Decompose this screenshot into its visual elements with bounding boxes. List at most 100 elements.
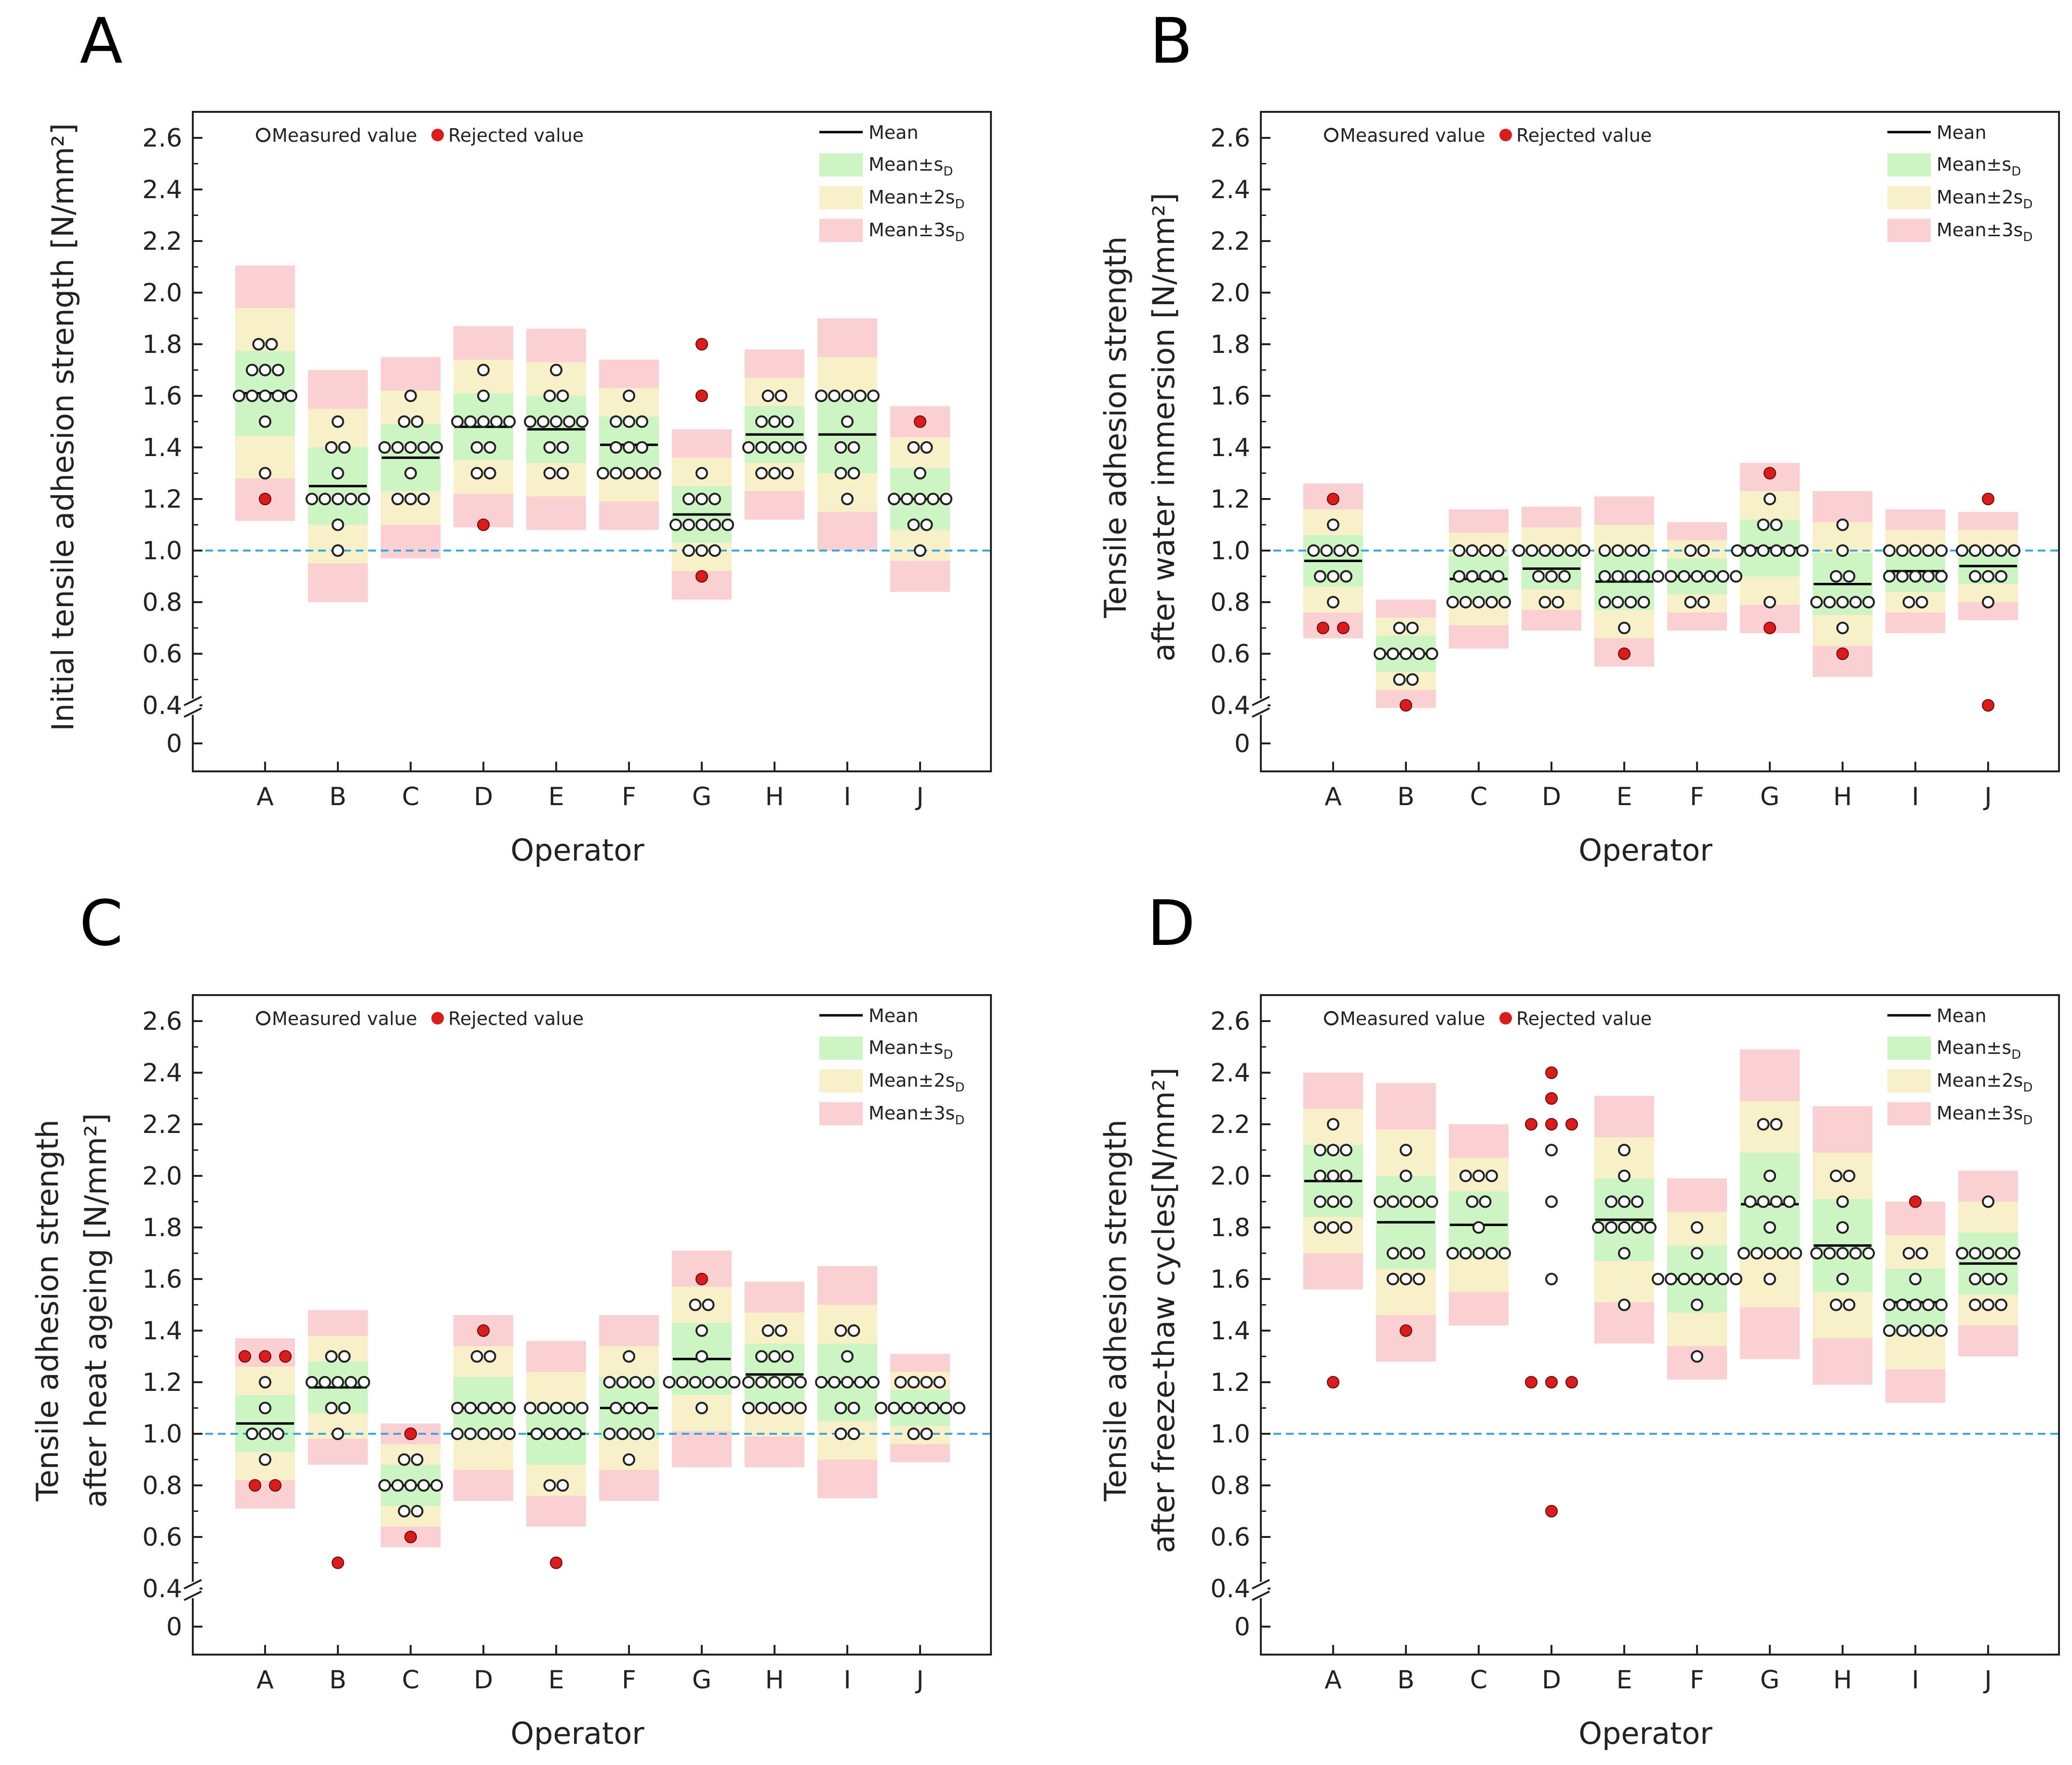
measured-point [576,415,588,428]
measured-point [1836,518,1849,531]
measured-point [1577,544,1591,557]
measured-point [669,518,682,531]
x-tick-label: H [1833,782,1852,811]
measured-point [1637,544,1650,557]
y-axis-title-line: Tensile adhesion strength [1098,236,1133,619]
measured-point [1843,570,1856,583]
measured-point [1922,570,1935,583]
measured-point [689,1298,702,1311]
points-D [451,1324,516,1440]
measured-point [610,467,622,480]
measured-point [1836,1221,1849,1234]
measured-point [663,1376,676,1388]
measured-point [1413,1273,1425,1285]
y-tick-label: 2.2 [142,1110,182,1139]
legend-measured-label: Measured value [1340,125,1485,146]
measured-point [1624,544,1637,557]
measured-point [1512,544,1525,557]
measured-point [2008,544,2020,557]
rejected-point [695,338,708,350]
legend-measured-label: Measured value [272,125,417,146]
measured-point [1969,1298,1981,1311]
measured-point [1704,1273,1716,1285]
measured-point [1982,544,1994,557]
points-B [306,1350,370,1569]
points-F [1652,544,1742,608]
legend-band2-swatch [1887,186,1931,209]
measured-point [1823,1247,1836,1260]
measured-point [285,390,297,402]
plot-frame [192,994,992,1656]
measured-point [768,1401,781,1415]
y-tick-label: 1.2 [1210,1368,1250,1397]
measured-point [1823,596,1836,608]
points-G [1731,467,1809,634]
measured-point [1374,1195,1386,1208]
measured-point [920,1376,933,1388]
x-tick-label: I [843,782,851,811]
measured-point [920,1428,933,1440]
y-tick-label: 0.8 [1210,1471,1250,1500]
measured-point [470,1350,483,1363]
measured-point [332,467,344,480]
measured-point [1400,1273,1412,1285]
legend-band2-swatch [819,186,863,209]
measured-point [259,467,271,480]
measured-point [1883,1298,1896,1311]
measured-point [1995,1273,2007,1285]
measured-point [1492,570,1505,583]
x-tick-label: F [1690,1666,1704,1695]
measured-point [1896,544,1909,557]
measured-point [1387,1273,1399,1285]
rejected-point [477,518,490,531]
measured-point [1498,1247,1511,1260]
measured-point [451,1428,464,1440]
x-tick-label: G [1760,782,1779,811]
measured-point [1611,544,1624,557]
measured-point [847,1324,860,1337]
measured-point [543,1479,556,1492]
points-G [1738,1118,1802,1285]
y-tick-label-zero: 0 [1234,729,1250,758]
measured-point [834,441,847,454]
measured-point [1810,596,1823,608]
measured-point [610,1401,622,1415]
measured-point [676,1376,689,1388]
measured-point [1836,544,1849,557]
measured-point [563,415,575,428]
measured-point [781,415,794,428]
measured-point [834,1324,847,1337]
x-tick-label: A [1324,1666,1342,1695]
legend-band3-swatch [1887,219,1931,242]
measured-point [1618,1195,1631,1208]
rejected-point [404,1531,417,1543]
measured-point [1400,1247,1412,1260]
measured-point [1757,1195,1770,1208]
legend-band1-label: Mean±sD [1937,1037,2021,1062]
measured-point [1790,1247,1802,1260]
legend-label-main: Mean±2s [1937,187,2023,208]
y-axis-title-line: Initial tensile adhesion strength [N/mm²… [45,123,80,731]
measured-point [1327,570,1339,583]
measured-point [490,1428,503,1440]
x-tick-label: E [1617,1666,1632,1695]
y-axis-title: Initial tensile adhesion strength [N/mm²… [45,123,80,731]
rejected-point [269,1479,281,1492]
y-tick-label: 2.4 [142,1059,182,1088]
y-tick-label: 2.2 [1210,227,1250,256]
measured-point [1691,1221,1703,1234]
rejected-point [1618,647,1631,660]
measured-point [1624,570,1637,583]
points-B [306,415,370,557]
legend-label-subscript: D [2011,1048,2021,1062]
measured-point [1327,596,1339,608]
measured-point [1479,1195,1492,1208]
measured-point [1757,518,1770,531]
measured-point [695,1324,708,1337]
measured-point [642,1428,655,1440]
legend-top: Measured value Rejected value [1324,125,1652,146]
x-axis-title: Operator [1578,1716,1712,1751]
measured-point [537,1401,549,1415]
x-tick-label: A [1324,782,1342,811]
measured-point [847,1428,860,1440]
